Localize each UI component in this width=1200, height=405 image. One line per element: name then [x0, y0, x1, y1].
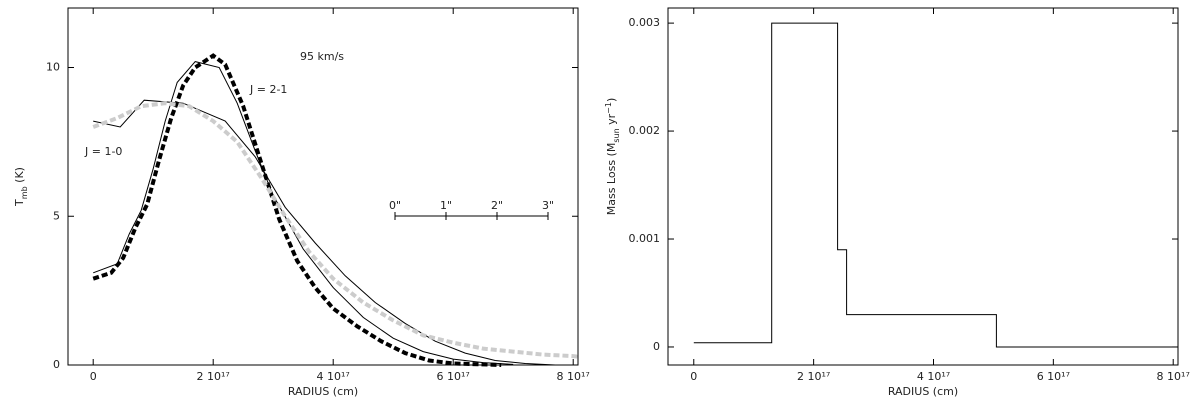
x-axis-label: RADIUS (cm) — [888, 385, 958, 398]
plot-frame — [67, 7, 579, 366]
data-line — [693, 22, 1178, 348]
y-axis-label-part: mb — [20, 186, 29, 199]
annotation: J = 2-1 — [249, 83, 287, 96]
y-tick-label: 5 — [53, 209, 60, 222]
y-tick-label: 10 — [46, 61, 60, 74]
data-line — [92, 101, 579, 359]
x-tick-label: 2 10¹⁷ — [797, 370, 830, 383]
y-tick-label: 0.002 — [629, 124, 661, 137]
plot-frame — [667, 7, 1179, 366]
y-axis-label-part: T — [13, 199, 26, 207]
x-tick-label: 4 10¹⁷ — [917, 370, 950, 383]
annotation: J = 1-0 — [84, 145, 122, 158]
data-line — [93, 99, 556, 366]
y-tick-label: 0 — [53, 358, 60, 371]
scale-bar-label: 1" — [440, 199, 452, 212]
y-axis-label-part: ) — [605, 98, 618, 102]
y-axis-label-part: (K) — [13, 167, 26, 186]
y-tick-label: 0.003 — [629, 16, 661, 29]
x-tick-label: 2 10¹⁷ — [197, 370, 230, 383]
scale-bar-label: 0" — [389, 199, 401, 212]
data-line — [93, 61, 514, 365]
y-axis-label-part: Mass Loss (M — [605, 143, 618, 216]
y-axis-label: Tmb (K) — [13, 167, 29, 207]
y-axis-label-part: sun — [612, 128, 621, 142]
y-tick-label: 0.001 — [629, 232, 661, 245]
x-tick-label: 6 10¹⁷ — [437, 370, 470, 383]
y-axis-label-part: −1 — [604, 102, 613, 114]
x-tick-label: 8 10¹⁷ — [557, 370, 590, 383]
x-tick-label: 0 — [690, 370, 697, 383]
y-axis-label: Mass Loss (Msun yr−1) — [604, 98, 621, 216]
y-tick-label: 0 — [653, 340, 660, 353]
x-tick-label: 6 10¹⁷ — [1037, 370, 1070, 383]
x-tick-label: 4 10¹⁷ — [317, 370, 350, 383]
scale-bar-label: 3" — [542, 199, 554, 212]
data-line — [92, 53, 502, 367]
x-axis-label: RADIUS (cm) — [288, 385, 358, 398]
y-axis-label-part: yr — [605, 113, 618, 128]
annotation: 95 km/s — [300, 50, 344, 63]
x-tick-label: 8 10¹⁷ — [1157, 370, 1190, 383]
scale-bar-label: 2" — [491, 199, 503, 212]
x-tick-label: 0 — [90, 370, 97, 383]
